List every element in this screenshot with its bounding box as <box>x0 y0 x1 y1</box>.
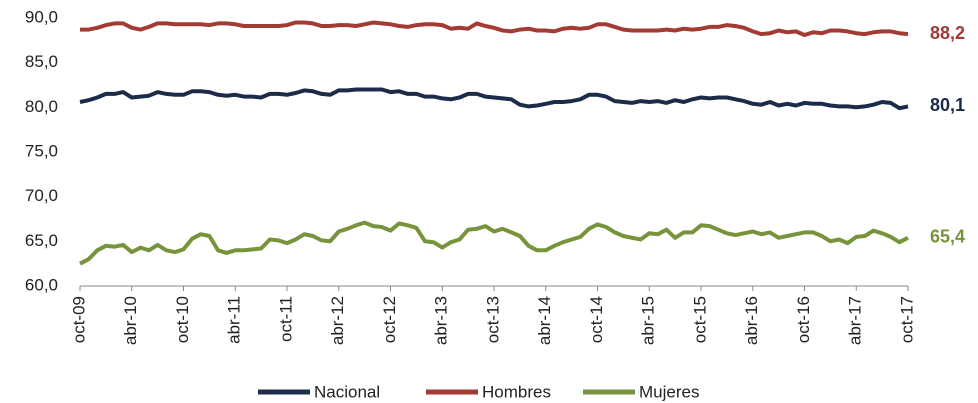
x-tick-label: oct-15 <box>690 296 709 343</box>
y-tick-label: 90,0 <box>25 7 58 26</box>
x-tick-label: oct-12 <box>380 296 399 343</box>
x-tick-label: abr-17 <box>846 296 865 345</box>
series-line <box>79 220 909 266</box>
y-tick-label: 70,0 <box>25 186 58 205</box>
x-tick-label: abr-12 <box>328 296 347 345</box>
y-tick-label: 80,0 <box>25 97 58 116</box>
end-label: 65,4 <box>930 227 965 247</box>
x-tick-label: abr-16 <box>742 296 761 345</box>
x-tick-label: abr-13 <box>432 296 451 345</box>
x-tick-label: abr-10 <box>121 296 140 345</box>
x-tick-label: oct-09 <box>69 296 88 343</box>
series-line <box>79 87 909 111</box>
x-tick-label: oct-10 <box>173 296 192 343</box>
y-tick-label: 85,0 <box>25 52 58 71</box>
x-tick-label: oct-13 <box>483 296 502 343</box>
y-tick-label: 75,0 <box>25 141 58 160</box>
end-label: 80,1 <box>930 95 965 115</box>
legend-label: Mujeres <box>639 382 699 401</box>
x-tick-label: abr-14 <box>535 296 554 345</box>
y-tick-label: 60,0 <box>25 275 58 294</box>
y-tick-label: 65,0 <box>25 231 58 250</box>
series-line <box>80 20 909 37</box>
x-tick-label: oct-14 <box>587 296 606 343</box>
x-tick-label: oct-16 <box>794 296 813 343</box>
legend-label: Nacional <box>314 382 380 401</box>
legend-label: Hombres <box>482 382 551 401</box>
x-tick-label: abr-11 <box>225 296 244 344</box>
x-tick-label: abr-15 <box>639 296 658 345</box>
x-tick-label: oct-17 <box>897 296 916 343</box>
end-label: 88,2 <box>930 23 965 43</box>
x-tick-label: oct-11 <box>276 296 295 342</box>
